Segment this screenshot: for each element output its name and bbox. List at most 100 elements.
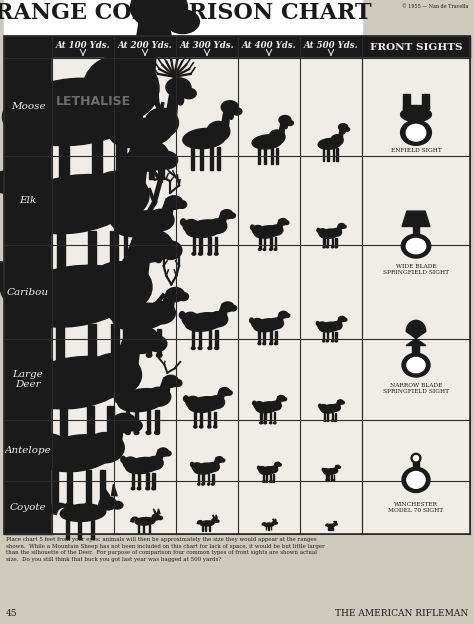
Ellipse shape bbox=[110, 210, 133, 230]
Polygon shape bbox=[262, 523, 266, 525]
Ellipse shape bbox=[270, 318, 283, 329]
Bar bbox=[4, 420, 52, 481]
Polygon shape bbox=[197, 520, 203, 524]
Polygon shape bbox=[118, 147, 149, 187]
Ellipse shape bbox=[133, 259, 138, 263]
Polygon shape bbox=[275, 519, 276, 521]
Bar bbox=[126, 411, 129, 433]
Ellipse shape bbox=[221, 302, 234, 311]
Ellipse shape bbox=[318, 139, 341, 149]
Bar bbox=[208, 474, 210, 484]
Ellipse shape bbox=[323, 469, 328, 473]
Ellipse shape bbox=[209, 311, 228, 327]
Ellipse shape bbox=[194, 463, 217, 474]
Bar bbox=[362, 156, 470, 245]
Bar bbox=[300, 58, 362, 156]
Ellipse shape bbox=[252, 135, 282, 149]
Polygon shape bbox=[114, 332, 142, 367]
Ellipse shape bbox=[208, 219, 227, 233]
Ellipse shape bbox=[331, 420, 333, 421]
Text: At 200 Yds.: At 200 Yds. bbox=[118, 41, 173, 49]
Ellipse shape bbox=[178, 293, 189, 301]
Bar bbox=[205, 525, 206, 532]
Bar bbox=[258, 148, 260, 164]
Ellipse shape bbox=[105, 301, 113, 312]
Bar bbox=[31, 140, 40, 217]
Ellipse shape bbox=[183, 220, 199, 233]
Bar bbox=[212, 474, 213, 484]
Ellipse shape bbox=[344, 127, 350, 131]
Ellipse shape bbox=[331, 246, 333, 248]
Ellipse shape bbox=[111, 502, 123, 509]
Ellipse shape bbox=[214, 426, 217, 428]
Bar bbox=[324, 412, 325, 421]
Polygon shape bbox=[337, 318, 342, 324]
Bar bbox=[111, 324, 119, 384]
Ellipse shape bbox=[112, 413, 137, 432]
Ellipse shape bbox=[194, 426, 197, 428]
Polygon shape bbox=[161, 198, 174, 216]
Bar bbox=[200, 412, 202, 427]
Ellipse shape bbox=[250, 318, 254, 323]
Text: NARROW BLADE
SPRINGFIELD SIGHT: NARROW BLADE SPRINGFIELD SIGHT bbox=[383, 383, 449, 394]
Ellipse shape bbox=[401, 234, 431, 258]
Bar bbox=[274, 412, 275, 423]
Ellipse shape bbox=[166, 288, 184, 301]
Ellipse shape bbox=[263, 248, 265, 250]
Bar bbox=[238, 339, 300, 420]
Bar bbox=[264, 412, 265, 423]
Bar bbox=[4, 58, 52, 156]
Ellipse shape bbox=[192, 463, 202, 471]
Ellipse shape bbox=[278, 396, 285, 401]
Polygon shape bbox=[214, 458, 219, 466]
Bar bbox=[176, 420, 238, 481]
Bar bbox=[176, 245, 238, 339]
Ellipse shape bbox=[257, 466, 260, 469]
Ellipse shape bbox=[321, 405, 338, 413]
Ellipse shape bbox=[4, 173, 56, 217]
Bar bbox=[114, 339, 176, 420]
Ellipse shape bbox=[5, 353, 20, 373]
Ellipse shape bbox=[264, 422, 266, 424]
Bar bbox=[160, 146, 164, 179]
Ellipse shape bbox=[335, 420, 336, 421]
Ellipse shape bbox=[152, 514, 160, 520]
Bar bbox=[421, 94, 428, 109]
Polygon shape bbox=[218, 212, 227, 223]
Ellipse shape bbox=[326, 340, 328, 342]
Ellipse shape bbox=[109, 379, 121, 388]
Bar bbox=[52, 481, 114, 534]
Ellipse shape bbox=[55, 283, 67, 292]
Bar bbox=[87, 406, 94, 457]
Ellipse shape bbox=[263, 343, 265, 344]
Bar bbox=[413, 225, 419, 235]
Ellipse shape bbox=[21, 356, 129, 409]
Ellipse shape bbox=[258, 343, 261, 344]
Ellipse shape bbox=[87, 171, 149, 220]
Bar bbox=[334, 474, 335, 480]
Ellipse shape bbox=[273, 422, 276, 424]
Ellipse shape bbox=[263, 481, 264, 482]
Ellipse shape bbox=[191, 462, 194, 467]
Bar bbox=[60, 406, 67, 457]
Ellipse shape bbox=[285, 314, 290, 318]
Ellipse shape bbox=[226, 391, 232, 395]
Ellipse shape bbox=[270, 401, 281, 410]
Bar bbox=[114, 481, 176, 534]
Bar bbox=[300, 481, 362, 534]
Ellipse shape bbox=[264, 523, 274, 527]
Bar bbox=[332, 412, 333, 421]
Bar bbox=[4, 36, 362, 58]
Bar bbox=[217, 147, 220, 170]
Bar bbox=[238, 58, 300, 156]
Text: Caribou: Caribou bbox=[7, 288, 49, 296]
Ellipse shape bbox=[208, 396, 225, 409]
Ellipse shape bbox=[157, 516, 163, 520]
Bar bbox=[88, 230, 96, 288]
Ellipse shape bbox=[269, 481, 271, 482]
Ellipse shape bbox=[216, 457, 223, 462]
Ellipse shape bbox=[260, 422, 262, 424]
Bar bbox=[67, 470, 72, 505]
Ellipse shape bbox=[319, 229, 327, 236]
Ellipse shape bbox=[109, 119, 172, 148]
